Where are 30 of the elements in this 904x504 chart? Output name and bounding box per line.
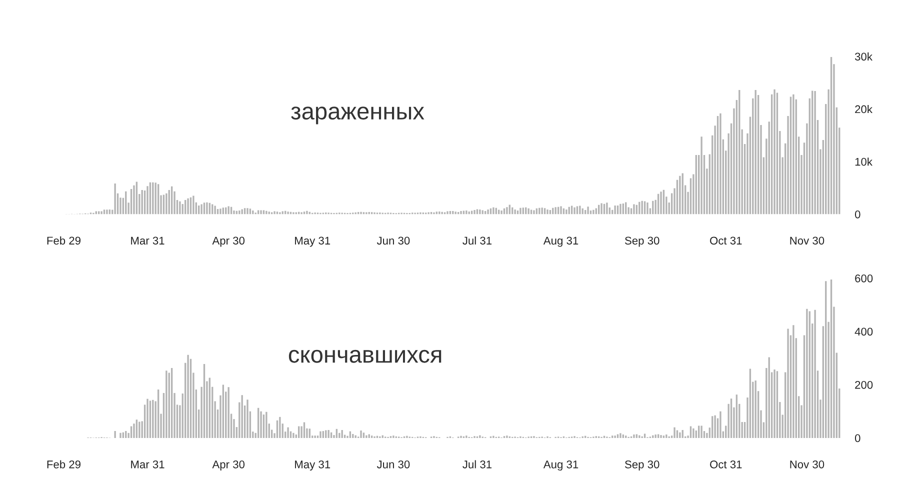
x-tick-label: Feb 29 <box>47 460 80 468</box>
x-tick-label: Mar 31 <box>131 460 164 468</box>
x-tick-label: Jun 30 <box>376 236 410 245</box>
y-tick-label: 200 <box>855 380 873 389</box>
x-tick-label: Apr 30 <box>212 236 245 247</box>
x-tick-label: May 31 <box>295 236 330 247</box>
x-tick-label: Apr 30 <box>212 460 245 471</box>
x-tick-label: Aug 31 <box>543 236 578 247</box>
x-tick-label: Nov 30 <box>790 460 824 468</box>
y-tick-label: 10k <box>855 158 872 166</box>
x-tick-label: Jul 31 <box>462 236 492 245</box>
x-tick-label: Aug 31 <box>543 460 578 471</box>
y-tick-label: 0 <box>854 434 860 442</box>
x-tick-label: Oct 31 <box>710 236 742 245</box>
y-tick-label: 30k <box>854 52 872 61</box>
y-tick-label: 600 <box>855 274 873 282</box>
text: скончавшихся <box>288 350 442 363</box>
x-tick-label: Mar 31 <box>131 236 164 245</box>
y-tick-label: 0 <box>854 210 860 218</box>
text: зараженных <box>291 106 424 124</box>
x-tick-label: Feb 29 <box>47 236 80 245</box>
x-tick-label: Jul 31 <box>462 460 492 468</box>
y-tick-label: 400 <box>854 328 873 336</box>
x-tick-label: Sep 30 <box>624 460 660 471</box>
x-tick-label: Sep 30 <box>624 236 660 247</box>
y-tick-label: 20k <box>855 105 872 114</box>
x-tick-label: Oct 31 <box>710 460 742 468</box>
x-tick-label: Jun 30 <box>376 460 410 468</box>
x-tick-label: May 31 <box>295 460 330 471</box>
x-tick-label: Nov 30 <box>790 236 824 245</box>
